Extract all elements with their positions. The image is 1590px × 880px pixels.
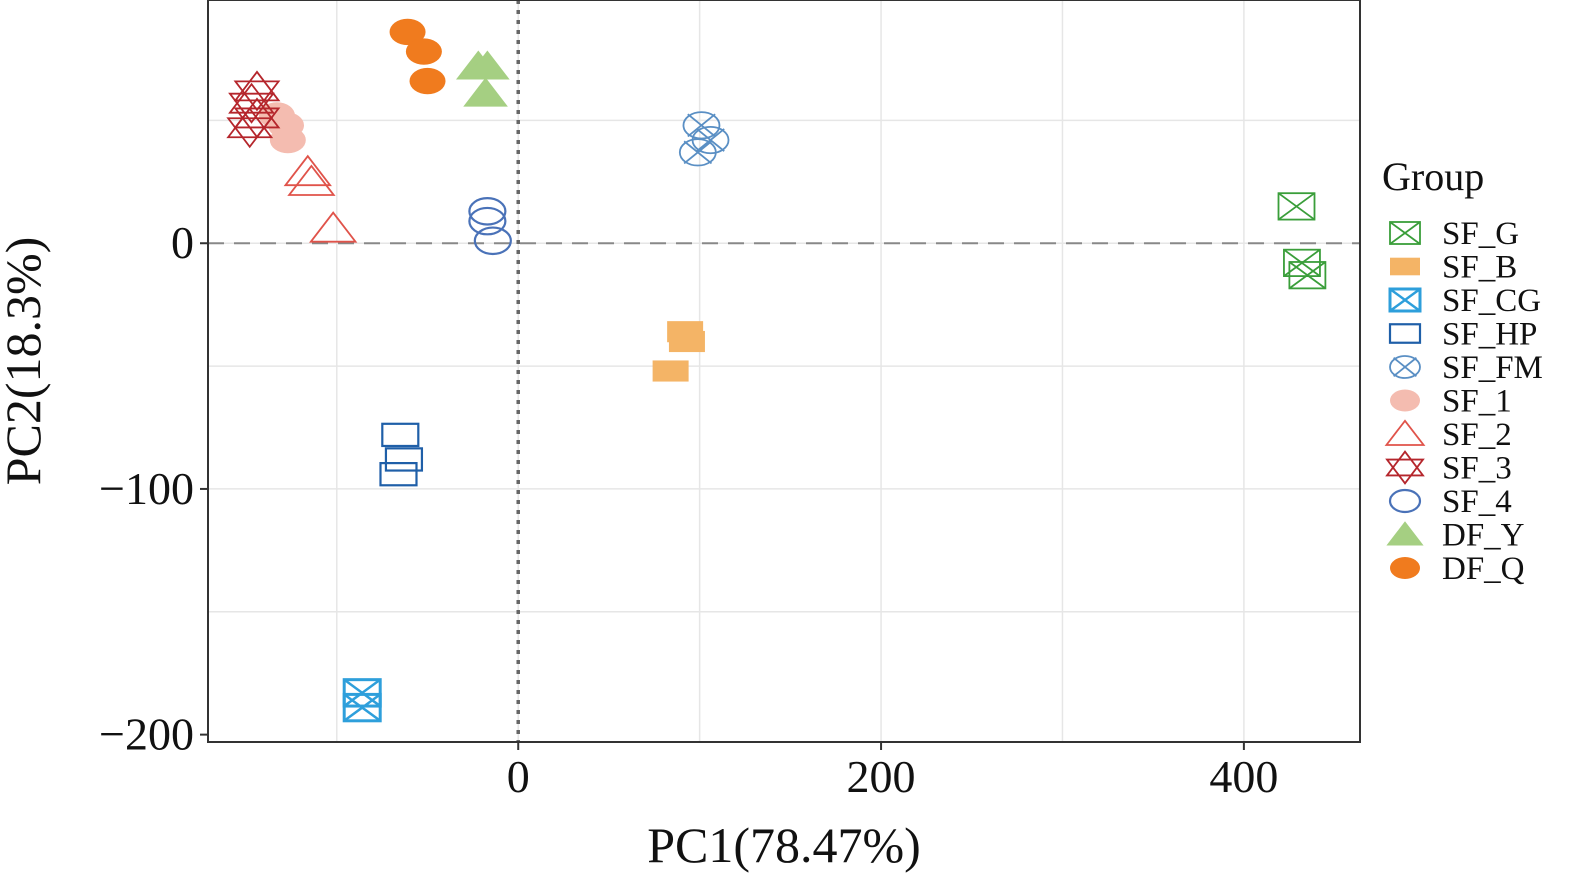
- legend-label: SF_FM: [1442, 350, 1543, 386]
- point-sf-4: [468, 196, 507, 226]
- reference-lines: [208, 0, 1360, 742]
- point-sf-hp: [381, 422, 420, 448]
- x-tick-label: 400: [1209, 751, 1278, 802]
- point-df-y: [463, 77, 508, 107]
- legend-marker-sf-g: [1389, 221, 1421, 245]
- point-df-q: [389, 18, 426, 46]
- legend-marker-sf-fm: [1389, 355, 1421, 379]
- legend-item: SF_2: [1384, 417, 1512, 453]
- legend-item: SF_3: [1385, 450, 1512, 487]
- grid-lines: [208, 0, 1360, 742]
- point-sf-cg: [342, 692, 382, 723]
- legend-item: SF_HP: [1388, 317, 1537, 353]
- legend-label: SF_3: [1442, 451, 1512, 487]
- point-sf-fm: [678, 138, 717, 167]
- legend-label: SF_CG: [1442, 283, 1541, 319]
- point-sf-fm: [691, 125, 730, 155]
- y-axis-title: PC2(18.3%): [0, 237, 51, 486]
- legend-item: SF_1: [1390, 384, 1512, 420]
- y-tick-label: 0: [171, 217, 194, 268]
- legend-marker-sf-3: [1385, 450, 1425, 485]
- legend-item: DF_Q: [1390, 551, 1525, 587]
- point-sf-cg: [342, 678, 382, 708]
- legend-marker-sf-4: [1388, 488, 1422, 514]
- point-sf-3: [226, 107, 274, 149]
- point-sf-2: [283, 154, 332, 187]
- legend-label: SF_2: [1442, 417, 1512, 453]
- legend-label: SF_B: [1442, 250, 1517, 286]
- y-tick-label: −200: [99, 709, 194, 760]
- point-sf-hp: [384, 447, 424, 472]
- legend-label: DF_Q: [1442, 551, 1525, 587]
- point-sf-g: [1277, 192, 1316, 221]
- x-axis-title: PC1(78.47%): [647, 817, 921, 873]
- axes: 0 200 400 0 −100 −200: [99, 217, 1278, 802]
- legend-marker-sf-1: [1390, 389, 1420, 412]
- legend-label: SF_1: [1442, 384, 1512, 420]
- x-tick-label: 0: [507, 751, 530, 802]
- point-df-y: [465, 50, 510, 80]
- legend-marker-sf-2: [1384, 419, 1426, 446]
- legend-item: SF_G: [1389, 216, 1519, 252]
- legend-item: SF_B: [1390, 250, 1517, 286]
- legend-title: Group: [1382, 154, 1484, 199]
- point-df-q: [409, 67, 446, 95]
- legend-item: SF_FM: [1389, 350, 1543, 386]
- legend-marker-df-y: [1386, 521, 1424, 546]
- legend-item: DF_Y: [1386, 518, 1525, 554]
- legend-item: SF_CG: [1388, 283, 1541, 319]
- legend-marker-sf-cg: [1388, 287, 1422, 313]
- legend-item: SF_4: [1388, 484, 1512, 520]
- legend-label: SF_4: [1442, 484, 1512, 520]
- plot-panel-border: [207, 0, 1361, 743]
- legend-marker-sf-hp: [1388, 323, 1422, 344]
- point-sf-g: [1288, 261, 1327, 290]
- legend-marker-sf-b: [1390, 257, 1420, 276]
- legend-label: SF_HP: [1442, 317, 1537, 353]
- legend-marker-df-q: [1390, 557, 1420, 579]
- point-sf-4: [468, 206, 507, 236]
- point-sf-2: [309, 211, 358, 243]
- point-sf-hp: [379, 462, 418, 487]
- legend-label: DF_Y: [1442, 518, 1525, 554]
- legend: SF_GSF_BSF_CGSF_HPSF_FMSF_1SF_2SF_3SF_4D…: [1384, 216, 1543, 587]
- point-sf-1: [269, 126, 306, 154]
- x-tick-label: 200: [847, 751, 916, 802]
- point-df-q: [405, 38, 442, 65]
- y-tick-label: −100: [99, 463, 194, 514]
- point-sf-2: [287, 164, 336, 196]
- data-points: [226, 18, 1327, 723]
- point-sf-fm: [682, 111, 721, 140]
- legend-label: SF_G: [1442, 216, 1519, 252]
- point-sf-4: [473, 226, 512, 256]
- point-sf-b: [668, 330, 705, 353]
- point-sf-b: [652, 360, 689, 382]
